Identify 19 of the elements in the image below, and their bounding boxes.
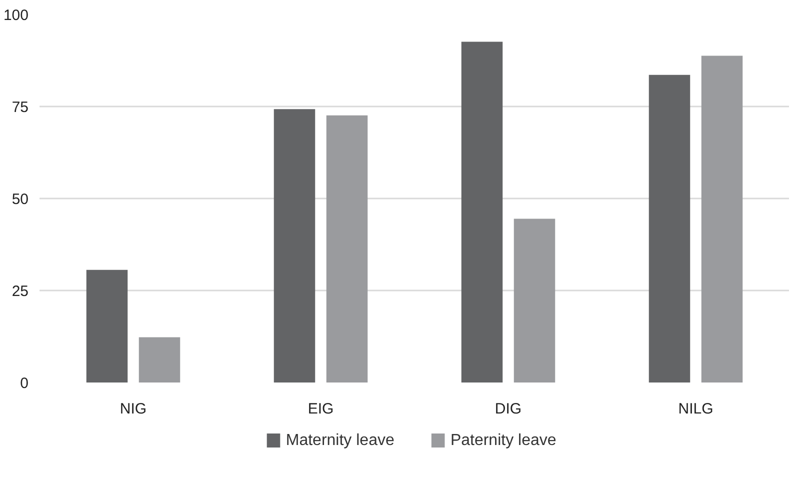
x-tick-label: EIG — [308, 400, 334, 418]
bar — [461, 42, 503, 382]
y-tick-label: 100 — [3, 7, 29, 24]
y-tick-label: 50 — [12, 191, 29, 208]
legend-label: Paternity leave — [450, 432, 556, 449]
y-tick-label: 75 — [12, 99, 29, 116]
x-tick-label: NIG — [120, 400, 147, 418]
y-tick-label: 25 — [12, 283, 29, 300]
bar — [138, 337, 180, 382]
bar — [326, 115, 368, 382]
x-tick-label: DIG — [494, 400, 522, 418]
bar — [274, 109, 316, 382]
y-tick-label: 0 — [20, 375, 28, 392]
bar — [648, 74, 690, 382]
x-tick-label: NILG — [678, 400, 714, 418]
bar — [514, 218, 556, 382]
bar — [86, 270, 128, 382]
bar — [701, 56, 743, 382]
legend-label: Maternity leave — [286, 432, 394, 449]
